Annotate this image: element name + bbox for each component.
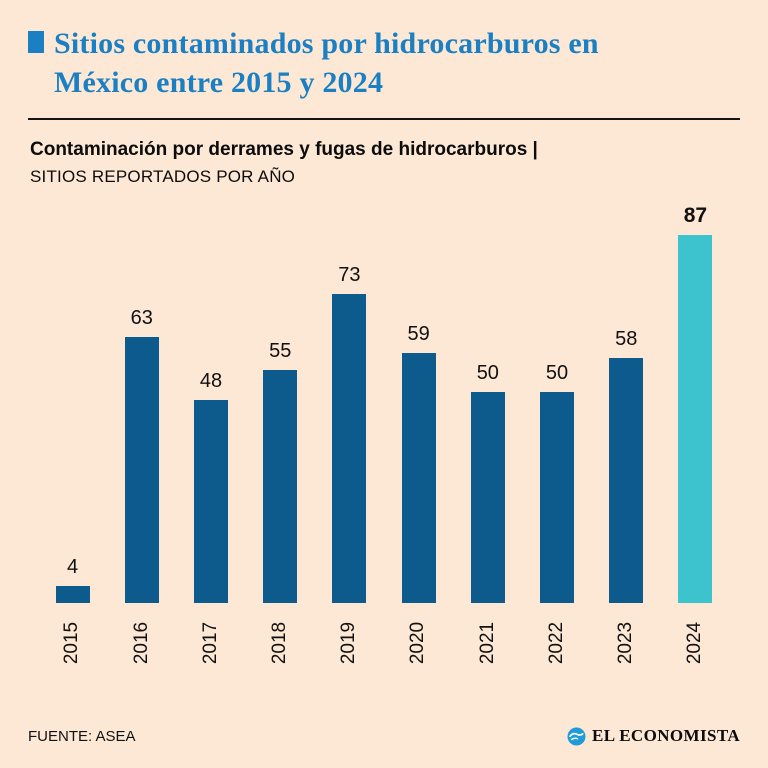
source-label: FUENTE: ASEA bbox=[28, 727, 136, 745]
bar-column: 59 2020 bbox=[384, 201, 453, 718]
x-tick-wrap: 2019 bbox=[315, 611, 384, 675]
bar-column: 48 2017 bbox=[176, 201, 245, 718]
bar-value-label: 4 bbox=[67, 555, 79, 578]
bar-value-label: 63 bbox=[130, 306, 153, 329]
brand: EL ECONOMISTA bbox=[567, 726, 740, 746]
bar bbox=[194, 399, 228, 603]
x-tick-label: 2015 bbox=[61, 621, 83, 664]
bar bbox=[609, 357, 644, 603]
bar-area: 4 bbox=[38, 201, 107, 603]
bar-area: 50 bbox=[522, 201, 591, 603]
x-tick-wrap: 2015 bbox=[38, 611, 107, 675]
x-tick-label: 2024 bbox=[684, 621, 706, 664]
bar-value-label: 87 bbox=[683, 203, 708, 227]
bar bbox=[55, 585, 90, 603]
x-tick-wrap: 2022 bbox=[522, 611, 591, 675]
bar-area: 63 bbox=[107, 201, 176, 603]
bar bbox=[124, 336, 159, 603]
bar-area: 48 bbox=[176, 201, 245, 603]
x-tick-label: 2023 bbox=[615, 621, 637, 664]
x-tick-wrap: 2020 bbox=[384, 611, 453, 675]
chart-subtitle-caps: SITIOS REPORTADOS POR AÑO bbox=[30, 166, 296, 186]
x-tick-label: 2018 bbox=[269, 621, 291, 664]
x-tick-label: 2017 bbox=[200, 621, 221, 664]
header-divider bbox=[28, 118, 740, 120]
x-tick-label: 2020 bbox=[407, 621, 429, 664]
bar-area: 87 bbox=[661, 201, 730, 603]
x-tick-label: 2021 bbox=[476, 621, 498, 664]
bar-value-label: 50 bbox=[476, 361, 499, 384]
el-economista-logo-icon bbox=[567, 727, 586, 746]
bar-area: 59 bbox=[384, 201, 453, 603]
bar bbox=[401, 352, 436, 603]
x-tick-wrap: 2024 bbox=[661, 611, 730, 675]
subtitle-block: Contaminación por derrames y fugas de hi… bbox=[30, 138, 740, 187]
bar-column: 58 2023 bbox=[592, 201, 661, 718]
bar-chart: 4 2015 63 2016 48 2017 55 2018 73 2019 59 2020 50 202… bbox=[28, 201, 740, 718]
title-row: Sitios contaminados por hidrocarburos en… bbox=[28, 24, 740, 102]
bar bbox=[263, 369, 298, 603]
bar bbox=[332, 293, 367, 603]
bar-area: 58 bbox=[592, 201, 661, 603]
brand-name: EL ECONOMISTA bbox=[592, 726, 740, 745]
bar-value-label: 48 bbox=[199, 369, 223, 392]
bar-column: 63 2016 bbox=[107, 201, 176, 718]
bar bbox=[678, 234, 713, 603]
bar-column: 87 2024 bbox=[661, 201, 730, 718]
x-tick-wrap: 2017 bbox=[176, 611, 245, 675]
bar-value-label: 55 bbox=[269, 339, 292, 362]
bar-value-label: 58 bbox=[615, 327, 638, 350]
x-tick-wrap: 2018 bbox=[246, 611, 315, 675]
x-tick-label: 2022 bbox=[546, 621, 568, 664]
bar-column: 4 2015 bbox=[38, 201, 107, 718]
bar-value-label: 73 bbox=[338, 263, 361, 286]
x-tick-label: 2019 bbox=[338, 621, 360, 664]
x-tick-label: 2016 bbox=[130, 621, 152, 664]
bar-value-label: 59 bbox=[407, 322, 430, 345]
bar-value-label: 50 bbox=[545, 361, 569, 384]
bar-column: 50 2022 bbox=[522, 201, 591, 718]
x-tick-wrap: 2023 bbox=[592, 611, 661, 675]
bar-area: 55 bbox=[246, 201, 315, 603]
x-tick-wrap: 2021 bbox=[453, 611, 522, 675]
bar bbox=[470, 391, 505, 603]
chart-subtitle: Contaminación por derrames y fugas de hi… bbox=[30, 139, 538, 160]
bar-area: 50 bbox=[453, 201, 522, 603]
bar bbox=[540, 391, 575, 603]
x-tick-wrap: 2016 bbox=[107, 611, 176, 675]
bar-column: 50 2021 bbox=[453, 201, 522, 718]
bar-column: 55 2018 bbox=[246, 201, 315, 718]
title-bullet-square bbox=[28, 31, 44, 53]
page-title: Sitios contaminados por hidrocarburos en… bbox=[54, 27, 599, 99]
footer: FUENTE: ASEA EL ECONOMISTA bbox=[28, 718, 740, 746]
bar-column: 73 2019 bbox=[315, 201, 384, 718]
bar-area: 73 bbox=[315, 201, 384, 603]
